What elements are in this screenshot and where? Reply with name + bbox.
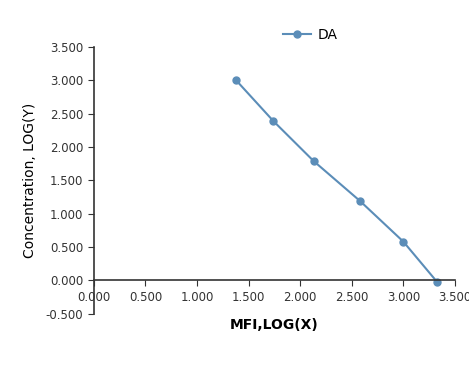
X-axis label: MFI,LOG(X): MFI,LOG(X) bbox=[230, 318, 319, 332]
Line: DA: DA bbox=[233, 77, 441, 286]
DA bbox=[311, 159, 317, 163]
DA bbox=[271, 119, 276, 123]
Legend: DA: DA bbox=[278, 22, 343, 47]
DA bbox=[401, 239, 406, 244]
Y-axis label: Concentration, LOG(Y): Concentration, LOG(Y) bbox=[23, 103, 38, 258]
DA bbox=[234, 78, 239, 83]
DA bbox=[357, 199, 363, 203]
DA bbox=[435, 280, 440, 285]
